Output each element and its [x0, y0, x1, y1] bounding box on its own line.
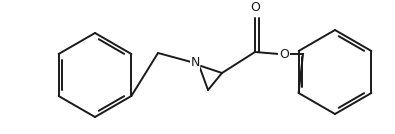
Text: N: N: [190, 57, 200, 70]
Text: O: O: [250, 1, 260, 14]
Text: O: O: [279, 47, 289, 60]
